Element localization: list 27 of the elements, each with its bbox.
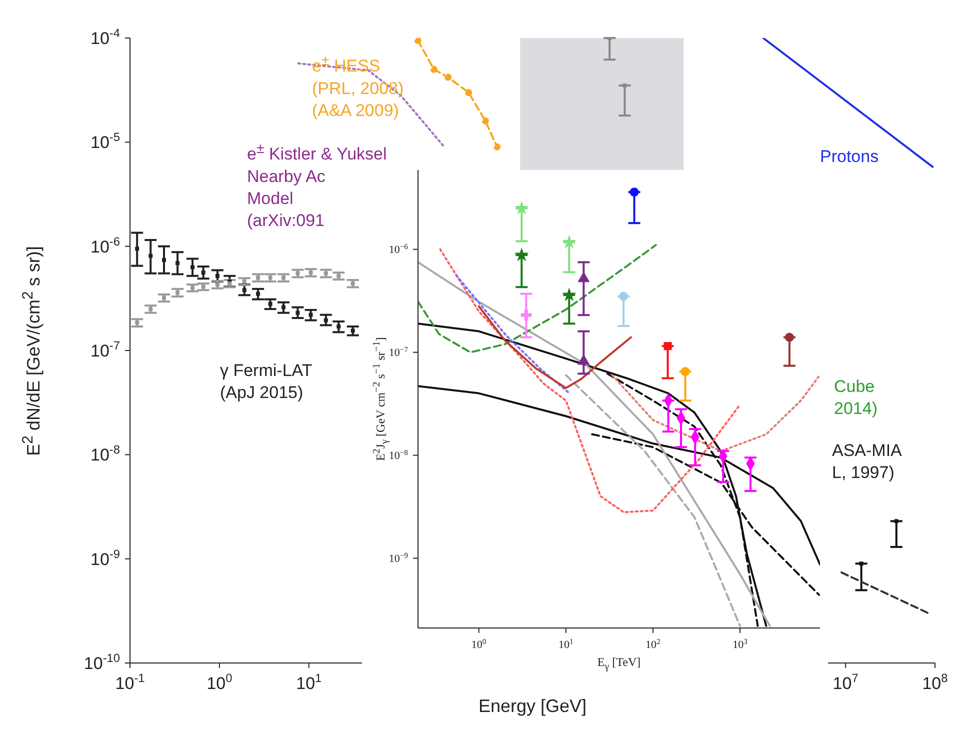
- x-tick-label: 10$^{8}$: [922, 671, 948, 693]
- annotation: Cube 2014): [834, 376, 878, 420]
- y-tick-label: 10$^{-9}$: [90, 546, 120, 569]
- annotation: Protons: [820, 146, 879, 168]
- annotation: e$^{±}$ Kistler & Yuksel Nearby Ac Model (arXiv:091: [247, 140, 387, 232]
- y-tick-label: 10$^{-8}$: [90, 442, 120, 465]
- y-tick-label: 10$^{−6}$: [388, 242, 408, 256]
- x-tick-label: 10$^{2}$: [646, 636, 661, 651]
- y-tick-label: 10$^{-7}$: [90, 338, 120, 360]
- x-tick-label: 10$^{-1}$: [115, 671, 146, 693]
- x-tick-label: 10$^{1}$: [558, 636, 574, 651]
- x-axis-title: E$_{γ}$ [TeV]: [596, 655, 642, 672]
- x-tick-label: 10$^{0}$: [206, 671, 233, 693]
- y-tick-label: 10$^{-10}$: [84, 650, 120, 673]
- x-tick-label: 10$^{1}$: [296, 671, 322, 693]
- y-tick-label: 10$^{−9}$: [388, 550, 408, 566]
- x-tick-label: 10$^{3}$: [732, 636, 748, 651]
- y-tick-label: 10$^{−8}$: [388, 448, 408, 462]
- x-tick-label: 10$^{0}$: [471, 636, 486, 651]
- x-axis-title: Energy [GeV]: [477, 696, 588, 717]
- x-tick-label: 10$^{7}$: [832, 671, 859, 693]
- y-tick-label: 10$^{-5}$: [90, 130, 120, 152]
- y-tick-label: 10$^{−7}$: [388, 344, 408, 360]
- annotation: ASA-MIA L, 1997): [832, 440, 902, 484]
- annotation: γ Fermi-LAT (ApJ 2015): [220, 360, 312, 404]
- y-tick-label: 10$^{-6}$: [90, 234, 120, 256]
- y-tick-label: 10$^{-4}$: [90, 26, 120, 48]
